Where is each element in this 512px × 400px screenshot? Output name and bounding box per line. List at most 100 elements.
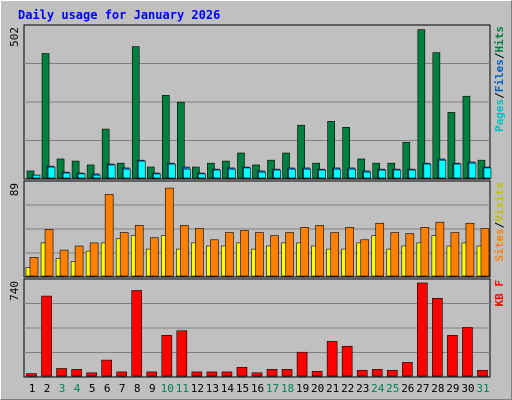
chart-title: Daily usage for January 2026	[18, 8, 220, 22]
bar-kbytes-day-22	[341, 345, 353, 377]
bar-kbytes-day-10	[161, 335, 173, 377]
bar-sites-day-31	[480, 228, 490, 277]
bar-kbytes-day-4	[71, 369, 82, 377]
bar-kbytes-day-24	[371, 369, 383, 377]
bar-kbytes-day-15	[236, 367, 248, 377]
bar-hits-day-23	[357, 158, 366, 179]
bar-sites-day-21	[330, 232, 339, 277]
bar-kbytes-day-31	[477, 369, 488, 377]
bar-pages-day-28	[438, 159, 447, 179]
bar-hits-day-11	[177, 101, 185, 179]
bar-pages-day-24	[378, 169, 387, 179]
x-tick-label-day-11: 11	[176, 382, 189, 395]
legend-entry: Visits	[493, 182, 506, 222]
bar-pages-day-8	[137, 160, 146, 179]
bar-hits-day-19	[297, 124, 305, 179]
bar-sites-day-22	[345, 227, 354, 277]
bar-sites-day-17	[270, 235, 279, 277]
bar-kbytes-day-19	[296, 351, 308, 377]
bar-kbytes-day-11	[176, 330, 188, 377]
bar-sites-day-3	[59, 249, 69, 277]
legend-visits-sites: Sites/Visits	[493, 182, 506, 262]
bar-hits-day-3	[56, 158, 65, 179]
bar-sites-day-15	[240, 230, 249, 277]
bar-hits-day-9	[146, 166, 155, 179]
x-tick-label-day-12: 12	[191, 382, 204, 395]
bar-hits-day-22	[342, 127, 350, 179]
bar-kbytes-day-8	[131, 290, 143, 377]
bar-pages-day-4	[77, 173, 86, 179]
legend-entry: Sites	[493, 228, 506, 261]
x-tick-label-day-6: 6	[104, 382, 111, 395]
bar-sites-day-19	[300, 227, 309, 277]
series-pages	[32, 159, 492, 179]
bar-pages-day-10	[167, 163, 176, 179]
bar-pages-day-5	[92, 174, 101, 179]
series-sites	[29, 187, 490, 277]
bar-pages-day-17	[273, 169, 281, 179]
legend-entry: /	[493, 52, 506, 59]
bar-pages-day-27	[423, 163, 432, 179]
bar-hits-day-10	[161, 95, 170, 179]
bar-pages-day-13	[213, 169, 221, 179]
series-kbytes	[26, 282, 488, 377]
bar-pages-day-26	[408, 169, 417, 179]
y-max-label: 502	[8, 27, 21, 47]
x-tick-label-day-31: 31	[476, 382, 489, 395]
bar-pages-day-23	[363, 171, 372, 179]
legend-entry: Pages	[493, 99, 506, 132]
bar-kbytes-day-21	[326, 341, 338, 377]
x-tick-label-day-27: 27	[416, 382, 429, 395]
x-tick-label-day-30: 30	[461, 382, 474, 395]
legend-hits-files-pages: Pages/Files/Hits	[493, 26, 506, 132]
bar-pages-day-18	[288, 168, 296, 179]
bar-pages-day-22	[348, 168, 356, 179]
bar-sites-day-10	[164, 187, 174, 277]
bar-kbytes-day-5	[86, 372, 97, 377]
bar-pages-day-20	[318, 169, 326, 179]
bar-hits-day-26	[402, 141, 411, 179]
legend-entry: Hits	[493, 26, 506, 53]
bar-sites-day-13	[210, 239, 219, 277]
bar-sites-day-29	[450, 232, 460, 277]
bar-pages-day-21	[333, 168, 341, 179]
bar-sites-day-18	[285, 232, 294, 277]
legend-entry: Files	[493, 59, 506, 92]
bar-sites-day-11	[180, 225, 189, 277]
bar-kbytes-day-30	[462, 327, 473, 377]
x-tick-label-day-2: 2	[44, 382, 51, 395]
bar-pages-day-9	[152, 173, 161, 179]
bar-kbytes-day-16	[251, 372, 263, 377]
bar-sites-day-2	[44, 229, 54, 277]
bar-kbytes-day-27	[417, 282, 428, 377]
x-tick-label-day-17: 17	[266, 382, 279, 395]
bar-hits-day-1	[26, 170, 35, 179]
bar-sites-day-26	[405, 233, 415, 277]
bar-pages-day-25	[393, 169, 402, 179]
bar-pages-day-3	[62, 172, 71, 179]
x-tick-label-day-22: 22	[341, 382, 354, 395]
legend-entry: /	[493, 221, 506, 228]
bar-hits-day-2	[41, 53, 50, 179]
x-tick-label-day-26: 26	[401, 382, 414, 395]
bar-hits-day-30	[462, 95, 471, 179]
bar-pages-day-14	[228, 168, 236, 179]
bar-sites-day-9	[149, 237, 159, 277]
bar-kbytes-day-14	[221, 371, 233, 377]
panel-kbytes: 740 KB F	[8, 278, 506, 378]
bar-sites-day-14	[225, 232, 234, 277]
x-tick-label-day-8: 8	[134, 382, 141, 395]
x-tick-label-day-21: 21	[326, 382, 339, 395]
bar-kbytes-day-26	[402, 362, 413, 377]
bar-sites-day-25	[390, 232, 400, 277]
bar-kbytes-day-3	[56, 368, 67, 377]
bar-kbytes-day-17	[266, 369, 278, 377]
legend-kbytes: KB F	[493, 280, 506, 307]
bar-sites-day-7	[119, 232, 129, 277]
bar-pages-day-16	[258, 171, 266, 179]
bar-pages-day-7	[122, 168, 131, 179]
bar-sites-day-12	[195, 228, 204, 277]
x-tick-label-day-10: 10	[161, 382, 174, 395]
x-tick-label-day-5: 5	[89, 382, 96, 395]
